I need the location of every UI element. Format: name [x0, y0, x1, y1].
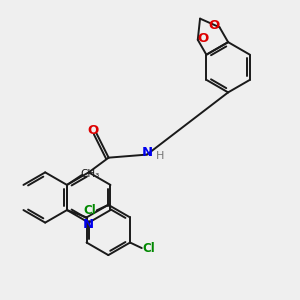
- Text: O: O: [209, 19, 220, 32]
- Text: CH₃: CH₃: [80, 169, 100, 179]
- Text: Cl: Cl: [142, 242, 155, 255]
- Text: O: O: [197, 32, 208, 45]
- Text: N: N: [82, 218, 94, 231]
- Text: O: O: [87, 124, 98, 137]
- Text: N: N: [141, 146, 152, 159]
- Text: H: H: [156, 151, 164, 161]
- Text: Cl: Cl: [84, 205, 96, 218]
